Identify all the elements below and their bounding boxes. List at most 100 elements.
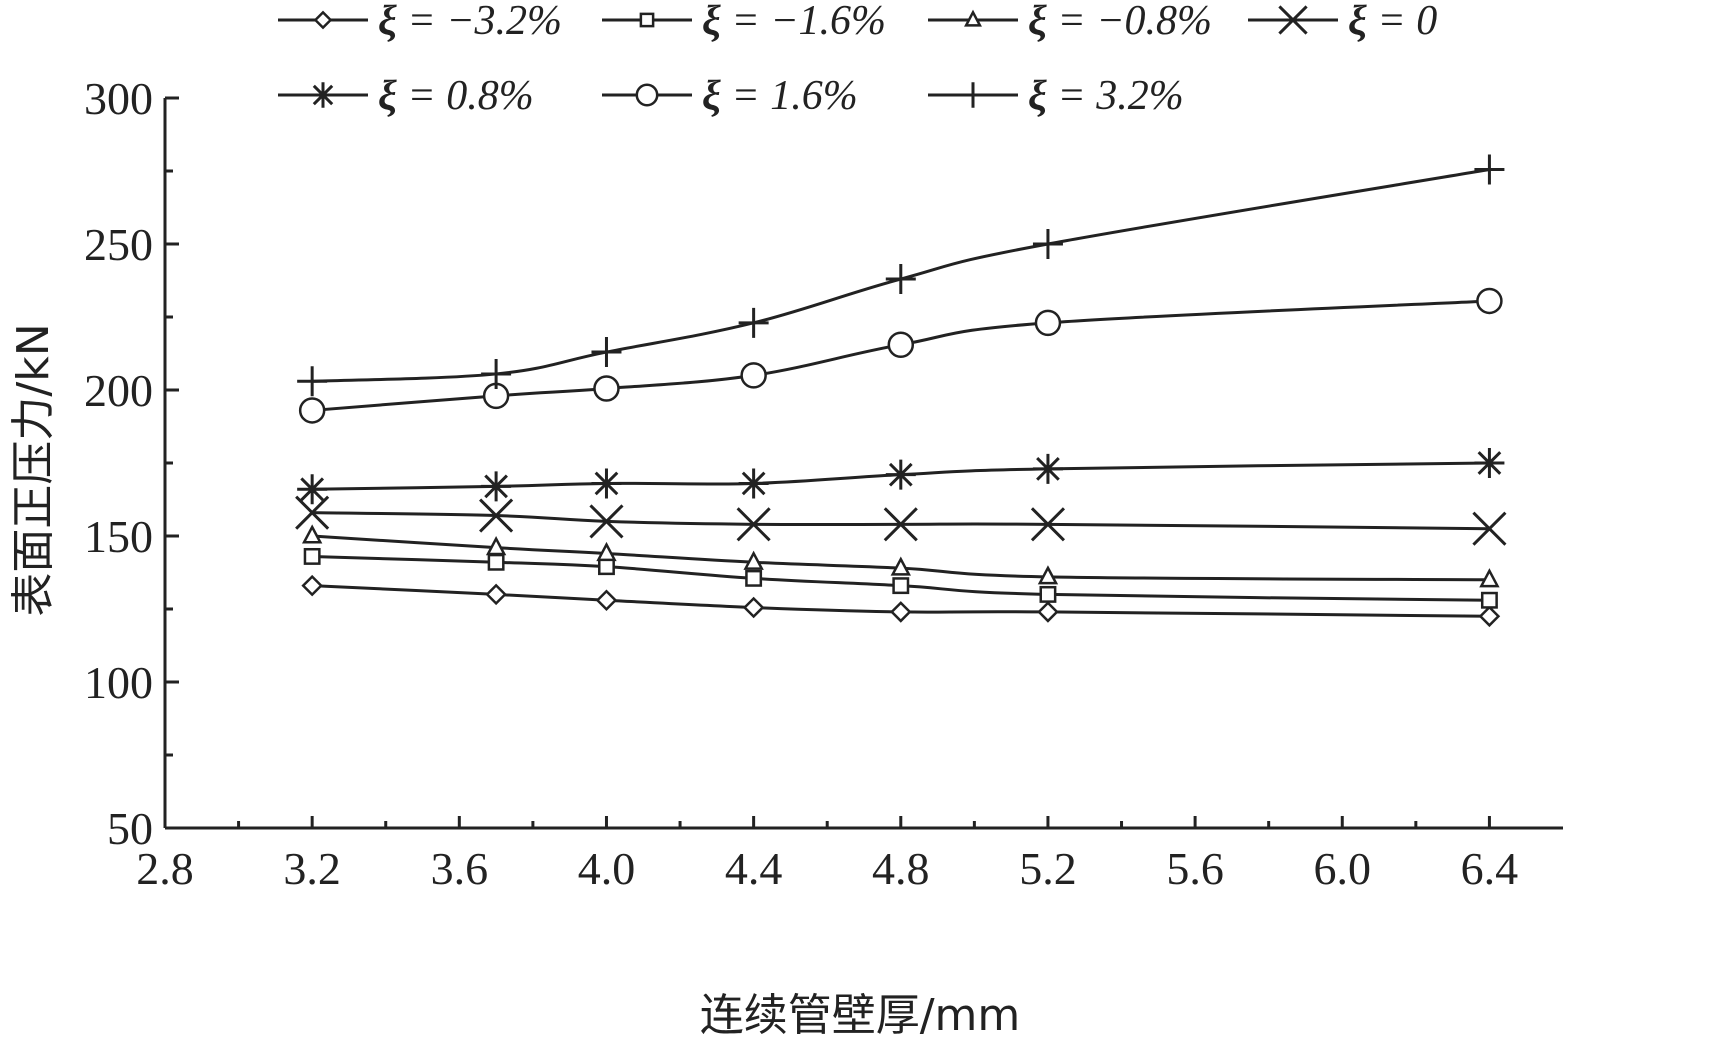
diamond-marker: [1037, 601, 1059, 623]
series-diamond: [301, 574, 1501, 628]
x-marker: [736, 507, 771, 542]
x-tick-label: 3.6: [431, 843, 489, 894]
legend: ξ = −3.2% ξ = −1.6% ξ = −0.8% ξ = 0ξ = 0.8%…: [278, 0, 1437, 119]
legend-xi-symbol: ξ: [702, 73, 721, 119]
y-tick-label: 100: [84, 657, 153, 708]
x-tick-label: 6.0: [1314, 843, 1372, 894]
legend-entry: ξ = −0.8%: [928, 0, 1212, 44]
legend-label: ξ = −3.2%: [378, 0, 562, 44]
square-marker: [303, 547, 321, 565]
legend-label: ξ = 3.2%: [1028, 73, 1184, 119]
legend-value: = 0.8%: [397, 73, 534, 119]
diamond-marker: [595, 589, 618, 612]
square-marker: [598, 558, 615, 576]
y-ticks: 50 100 150 200 250 300: [84, 73, 179, 854]
asterisk-marker: [1032, 453, 1063, 484]
legend-xi-symbol: ξ: [1348, 0, 1367, 44]
y-tick-label: 50: [107, 803, 153, 854]
legend-entry: ξ = 0.8%: [278, 73, 534, 119]
legend-xi-symbol: ξ: [1028, 0, 1047, 44]
x-tick-label: 6.4: [1461, 843, 1519, 894]
diamond-marker: [485, 583, 507, 606]
asterisk-marker: [1474, 448, 1505, 478]
diamond-marker: [890, 601, 912, 623]
x-tick-label: 5.6: [1166, 843, 1224, 894]
legend-entry: ξ = 0: [1248, 0, 1437, 44]
y-tick-label: 300: [84, 73, 153, 124]
x-marker: [479, 498, 514, 533]
x-tick-label: 4.0: [578, 843, 636, 894]
legend-label: ξ = 0.8%: [378, 73, 534, 119]
x-marker: [589, 504, 624, 539]
plus-marker: [960, 82, 986, 108]
plus-marker: [481, 358, 512, 389]
x-marker: [1278, 5, 1308, 35]
legend-xi-symbol: ξ: [1028, 73, 1047, 119]
circle-marker: [1034, 309, 1062, 337]
plus-marker: [885, 264, 916, 295]
triangle-marker: [890, 556, 911, 576]
legend-xi-symbol: ξ: [702, 0, 721, 44]
legend-xi-symbol: ξ: [378, 73, 397, 119]
circle-marker: [593, 375, 620, 402]
legend-label: ξ = −1.6%: [702, 0, 886, 44]
square-marker: [1480, 591, 1498, 609]
series-triangle: [301, 524, 1500, 588]
series-square: [303, 547, 1498, 609]
asterisk-marker: [310, 82, 336, 108]
plus-marker: [297, 366, 328, 397]
legend-label: ξ = 1.6%: [702, 73, 858, 119]
x-marker: [295, 495, 330, 530]
plus-marker: [738, 307, 769, 338]
square-marker: [1039, 585, 1057, 603]
triangle-marker: [596, 541, 617, 562]
triangle-marker: [1479, 568, 1500, 588]
diamond-marker: [742, 596, 765, 619]
x-marker: [1030, 507, 1066, 542]
y-tick-label: 250: [84, 219, 153, 270]
x-ticks: 2.8 3.2 3.6 4.0 4.4 4.8 5.2 5.6 6.0 6.4: [136, 816, 1518, 894]
x-tick-label: 4.4: [725, 843, 783, 894]
series-x: [295, 495, 1507, 546]
asterisk-marker: [591, 468, 622, 499]
x-tick-label: 5.2: [1019, 843, 1077, 894]
diamond-marker: [301, 574, 323, 597]
legend-value: = 3.2%: [1047, 73, 1184, 119]
legend-entry: ξ = −3.2%: [278, 0, 562, 44]
plus-marker: [1032, 229, 1063, 259]
y-tick-label: 150: [84, 511, 153, 562]
triangle-marker: [743, 550, 764, 570]
triangle-marker: [301, 524, 323, 544]
plus-marker: [591, 337, 622, 368]
square-marker: [639, 12, 655, 28]
legend-entry: ξ = −1.6%: [602, 0, 886, 44]
square-marker: [745, 569, 763, 587]
x-axis-title: 连续管壁厚/mm: [700, 990, 1021, 1041]
legend-xi-symbol: ξ: [378, 0, 397, 44]
square-marker: [487, 553, 505, 571]
triangle-marker: [485, 536, 507, 556]
x-tick-label: 2.8: [136, 843, 194, 894]
square-marker: [892, 577, 910, 595]
asterisk-marker: [885, 459, 916, 490]
asterisk-marker: [738, 468, 769, 499]
legend-entry: ξ = 3.2%: [928, 73, 1184, 119]
plus-marker: [1474, 154, 1505, 185]
x-tick-label: 4.8: [872, 843, 930, 894]
series-plus: [297, 154, 1505, 397]
diamond-marker: [313, 10, 333, 30]
y-tick-label: 200: [84, 365, 153, 416]
legend-label: ξ = −0.8%: [1028, 0, 1212, 44]
legend-value: = −1.6%: [721, 0, 886, 44]
circle-marker: [887, 331, 915, 358]
triangle-marker: [964, 9, 982, 27]
x-marker: [1472, 511, 1507, 546]
legend-value: = 1.6%: [721, 73, 858, 119]
asterisk-marker: [481, 471, 512, 502]
legend-value: = 0: [1367, 0, 1437, 44]
diamond-marker: [1478, 605, 1501, 628]
x-tick-label: 3.2: [283, 843, 341, 894]
legend-entry: ξ = 1.6%: [602, 73, 858, 119]
series-group: [295, 154, 1507, 628]
